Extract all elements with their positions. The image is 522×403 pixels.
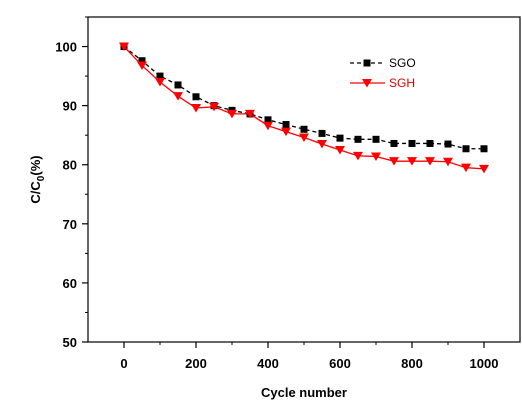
x-axis: 0 200 400 600 800 1000 xyxy=(120,342,498,371)
data-point-sgh xyxy=(353,151,363,161)
x-axis-title: Cycle number xyxy=(261,385,347,400)
data-point-sgh xyxy=(173,92,183,101)
data-point-sgh xyxy=(425,157,435,166)
data-point-sgo xyxy=(444,140,452,148)
data-point-sgo xyxy=(354,135,362,143)
data-point-sgo xyxy=(138,57,146,65)
data-point-sgo xyxy=(390,139,398,147)
data-point-sgh xyxy=(335,145,345,155)
x-tick-label: 0 xyxy=(120,356,127,371)
data-point-sgh xyxy=(281,127,291,137)
data-point-sgo xyxy=(318,129,326,137)
legend-entry-sgh: SGH xyxy=(350,76,415,90)
series-layer xyxy=(119,42,489,174)
data-point-sgo xyxy=(300,125,308,133)
y-tick-label: 60 xyxy=(63,276,77,291)
series-sgh xyxy=(119,42,489,174)
data-point-sgo xyxy=(282,121,290,129)
x-tick-label: 200 xyxy=(185,356,207,371)
data-point-sgh xyxy=(461,163,471,173)
series-line-sgo xyxy=(123,46,484,150)
data-point-sgh xyxy=(209,102,219,112)
y-tick-label: 70 xyxy=(63,217,77,232)
legend-label-sgo: SGO xyxy=(389,56,416,70)
x-tick-label: 600 xyxy=(329,356,351,371)
data-point-sgh xyxy=(119,42,129,52)
data-point-sgo xyxy=(264,116,272,124)
data-point-sgo xyxy=(174,81,182,89)
y-axis-title-suffix: (%) xyxy=(28,155,43,175)
data-point-sgh xyxy=(227,109,237,119)
data-point-sgo xyxy=(408,139,416,147)
y-tick-label: 100 xyxy=(55,40,77,55)
data-point-sgo xyxy=(462,145,470,153)
data-point-sgh xyxy=(479,164,489,174)
data-point-sgh xyxy=(443,157,453,167)
data-point-sgh xyxy=(245,109,255,119)
y-tick-label: 50 xyxy=(63,335,77,350)
data-point-sgo xyxy=(426,139,434,147)
y-tick-label: 80 xyxy=(63,158,77,173)
data-point-sgo xyxy=(372,135,380,143)
data-point-sgh xyxy=(263,121,273,131)
data-point-sgh xyxy=(191,104,201,113)
data-point-sgo xyxy=(336,134,344,142)
legend-marker-sgh xyxy=(362,79,372,88)
data-point-sgo xyxy=(156,72,164,80)
data-point-sgh xyxy=(407,157,417,166)
x-tick-label: 400 xyxy=(257,356,279,371)
legend-entry-sgo: SGO xyxy=(350,56,416,70)
y-axis-title: C/C0(%) xyxy=(28,155,47,203)
legend: SGO SGH xyxy=(350,56,416,90)
data-point-sgo xyxy=(480,145,488,153)
plot-frame xyxy=(87,16,521,343)
y-axis-title-main: C/C xyxy=(28,181,43,204)
y-tick-label: 90 xyxy=(63,99,77,114)
legend-marker-sgo xyxy=(363,59,371,67)
data-point-sgh xyxy=(137,61,147,70)
series-line-sgh xyxy=(123,46,485,170)
x-tick-label: 1000 xyxy=(470,356,499,371)
plot-area: 0 200 400 600 800 1000 50 60 70 80 90 100 xyxy=(55,16,521,371)
data-point-sgh xyxy=(299,133,309,143)
data-point-sgh xyxy=(389,157,399,166)
x-tick-label: 800 xyxy=(401,356,423,371)
y-axis-title-subscript: 0 xyxy=(36,175,47,181)
data-point-sgh xyxy=(371,152,381,161)
data-point-sgh xyxy=(155,78,165,87)
data-point-sgo xyxy=(192,93,200,101)
legend-label-sgh: SGH xyxy=(389,76,415,90)
data-point-sgh xyxy=(317,140,327,149)
y-axis: 50 60 70 80 90 100 xyxy=(55,16,88,350)
